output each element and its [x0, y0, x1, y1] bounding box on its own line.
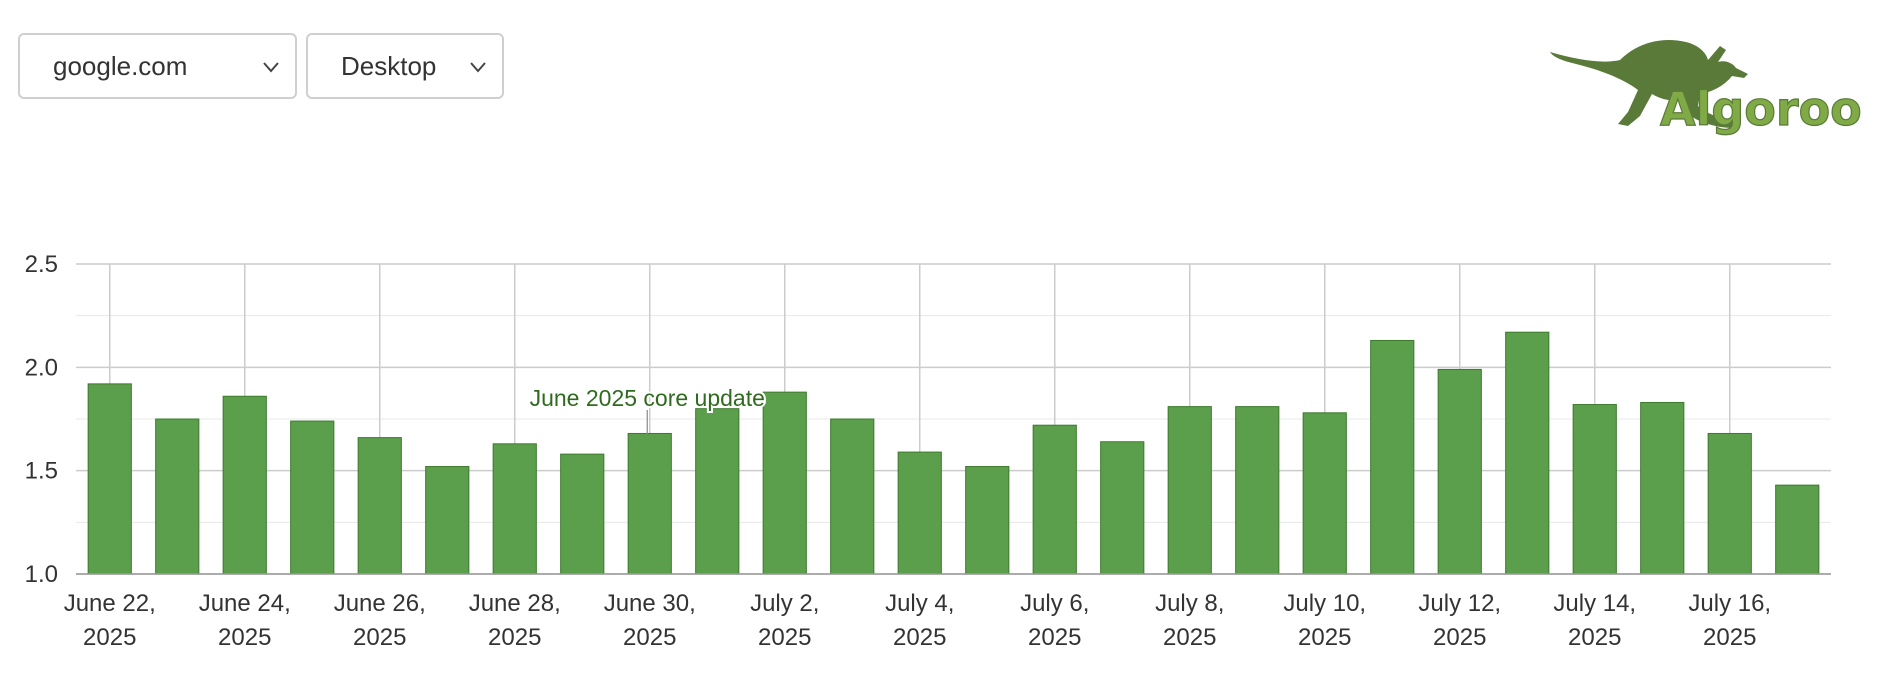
- bar-2025-07-08[interactable]: [1167, 406, 1212, 575]
- chart-grid: [76, 263, 1831, 575]
- x-tick-label: June 22,: [64, 590, 156, 617]
- bar-2025-06-23[interactable]: [155, 418, 200, 575]
- bar-2025-07-14[interactable]: [1572, 404, 1617, 575]
- y-tick-label: 2.5: [25, 251, 58, 278]
- bar-2025-07-02[interactable]: [762, 391, 807, 575]
- bar-2025-06-30[interactable]: [627, 432, 672, 575]
- x-tick-label: June 28,: [469, 590, 561, 617]
- x-tick-label: July 16,: [1688, 590, 1771, 617]
- device-select-value: Desktop: [341, 50, 437, 81]
- bar-2025-07-03[interactable]: [830, 418, 875, 575]
- bar-2025-07-01[interactable]: [695, 408, 740, 575]
- x-tick-label: June 26,: [334, 590, 426, 617]
- x-tick-label-year: 2025: [1433, 624, 1486, 651]
- y-tick-label: 1.0: [25, 561, 58, 588]
- chevron-down-icon: [263, 62, 279, 73]
- bar-2025-06-29[interactable]: [560, 453, 605, 575]
- annotation-label[interactable]: June 2025 core update: [528, 383, 767, 413]
- x-tick-label-year: 2025: [893, 624, 946, 651]
- bar-2025-06-28[interactable]: [492, 443, 537, 575]
- x-tick-label-year: 2025: [488, 624, 541, 651]
- x-tick-label-year: 2025: [218, 624, 271, 651]
- x-tick-label-year: 2025: [623, 624, 676, 651]
- chart-axes: 1.0 1.5 2.0 2.5 June 22, 2025 June 24, 2025 June…: [25, 251, 1831, 651]
- kangaroo-icon: Algoroo: [1550, 40, 1862, 137]
- device-select[interactable]: Desktop: [306, 33, 504, 99]
- bar-2025-06-26[interactable]: [357, 437, 402, 575]
- domain-select-value: google.com: [53, 50, 188, 81]
- bar-2025-07-05[interactable]: [965, 466, 1010, 575]
- x-tick-label: July 4,: [885, 590, 954, 617]
- x-tick-label-year: 2025: [1703, 624, 1756, 651]
- y-tick-label: 1.5: [25, 458, 58, 485]
- x-tick-label: July 10,: [1283, 590, 1366, 617]
- bar-2025-07-10[interactable]: [1302, 412, 1347, 575]
- x-tick-label-year: 2025: [1568, 624, 1621, 651]
- bar-2025-07-09[interactable]: [1235, 406, 1280, 575]
- bar-2025-07-06[interactable]: [1032, 424, 1077, 575]
- x-tick-label: June 30,: [604, 590, 696, 617]
- chart-bars: [87, 331, 1820, 575]
- x-tick-label: July 8,: [1155, 590, 1224, 617]
- bar-2025-07-13[interactable]: [1505, 331, 1550, 575]
- x-tick-label: June 24,: [199, 590, 291, 617]
- bar-2025-07-07[interactable]: [1100, 441, 1145, 575]
- bar-2025-07-11[interactable]: [1370, 339, 1415, 575]
- bar-2025-07-04[interactable]: [897, 451, 942, 575]
- domain-select[interactable]: google.com: [18, 33, 297, 99]
- bar-2025-06-27[interactable]: [425, 466, 470, 575]
- bar-2025-06-25[interactable]: [290, 420, 335, 575]
- x-tick-label: July 2,: [750, 590, 819, 617]
- bar-2025-07-12[interactable]: [1437, 368, 1482, 575]
- x-tick-label-year: 2025: [83, 624, 136, 651]
- bar-2025-07-15[interactable]: [1640, 401, 1685, 575]
- bar-2025-07-17[interactable]: [1775, 484, 1820, 575]
- x-tick-label-year: 2025: [758, 624, 811, 651]
- x-tick-label-year: 2025: [1028, 624, 1081, 651]
- y-tick-label: 2.0: [25, 354, 58, 381]
- bar-2025-06-22[interactable]: [87, 383, 132, 575]
- chart-annotations: June 2025 core update: [528, 383, 767, 434]
- chevron-down-icon: [470, 62, 486, 73]
- logo-text: Algoroo: [1660, 82, 1862, 136]
- bar-2025-07-16[interactable]: [1707, 432, 1752, 575]
- x-tick-label-year: 2025: [1163, 624, 1216, 651]
- bar-2025-06-24[interactable]: [222, 395, 267, 575]
- x-tick-label-year: 2025: [1298, 624, 1351, 651]
- x-tick-label: July 14,: [1553, 590, 1636, 617]
- algoroo-logo[interactable]: Algoroo: [1548, 30, 1878, 140]
- x-tick-label: July 6,: [1020, 590, 1089, 617]
- x-tick-label-year: 2025: [353, 624, 406, 651]
- x-tick-label: July 12,: [1418, 590, 1501, 617]
